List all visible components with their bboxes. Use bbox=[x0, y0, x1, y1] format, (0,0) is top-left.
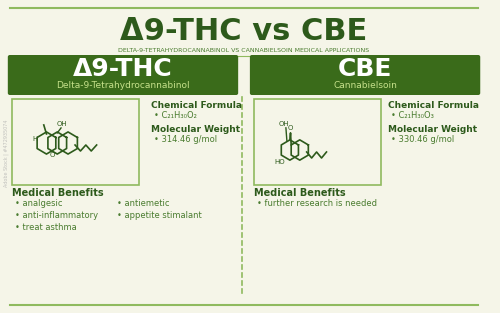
Text: • appetite stimalant: • appetite stimalant bbox=[117, 212, 202, 220]
Text: HO: HO bbox=[274, 159, 285, 165]
Text: Molecular Weight: Molecular Weight bbox=[152, 126, 240, 135]
Text: • 314.46 g/mol: • 314.46 g/mol bbox=[154, 136, 218, 145]
Text: • treat asthma: • treat asthma bbox=[14, 223, 76, 233]
Text: • anti-inflammatory: • anti-inflammatory bbox=[14, 212, 98, 220]
Text: Δ9-THC: Δ9-THC bbox=[73, 57, 173, 81]
Text: Chemical Formula: Chemical Formula bbox=[388, 101, 480, 110]
Text: • antiemetic: • antiemetic bbox=[117, 199, 170, 208]
Text: Chemical Formula: Chemical Formula bbox=[152, 101, 242, 110]
Text: • 330.46 g/mol: • 330.46 g/mol bbox=[392, 136, 454, 145]
Text: CBE: CBE bbox=[338, 57, 392, 81]
Text: • analgesic: • analgesic bbox=[14, 199, 62, 208]
Bar bbox=[12, 99, 138, 185]
Text: H: H bbox=[32, 136, 38, 142]
Text: • C₂₁H₃₀O₂: • C₂₁H₃₀O₂ bbox=[154, 111, 197, 121]
Text: Δ9-THC vs CBE: Δ9-THC vs CBE bbox=[120, 17, 368, 45]
Text: Medical Benefits: Medical Benefits bbox=[12, 188, 104, 198]
Text: Molecular Weight: Molecular Weight bbox=[388, 126, 478, 135]
Text: Medical Benefits: Medical Benefits bbox=[254, 188, 346, 198]
Text: O: O bbox=[288, 125, 293, 131]
FancyBboxPatch shape bbox=[250, 55, 480, 95]
Text: Adobe Stock | #472935074: Adobe Stock | #472935074 bbox=[3, 119, 8, 187]
Text: O: O bbox=[49, 152, 54, 158]
Bar bbox=[254, 99, 380, 185]
FancyBboxPatch shape bbox=[8, 55, 238, 95]
Text: • further research is needed: • further research is needed bbox=[256, 199, 376, 208]
Text: Cannabielsoin: Cannabielsoin bbox=[333, 80, 397, 90]
Text: Delta-9-Tetrahydrocannabinol: Delta-9-Tetrahydrocannabinol bbox=[56, 80, 190, 90]
Text: DELTA-9-TETRAHYDROCANNABINOL VS CANNABIELSOIN MEDICAL APPLICATIONS: DELTA-9-TETRAHYDROCANNABINOL VS CANNABIE… bbox=[118, 48, 370, 53]
Text: • C₂₁H₃₀O₃: • C₂₁H₃₀O₃ bbox=[392, 111, 434, 121]
Text: OH: OH bbox=[278, 121, 289, 127]
Text: OH: OH bbox=[57, 121, 68, 127]
